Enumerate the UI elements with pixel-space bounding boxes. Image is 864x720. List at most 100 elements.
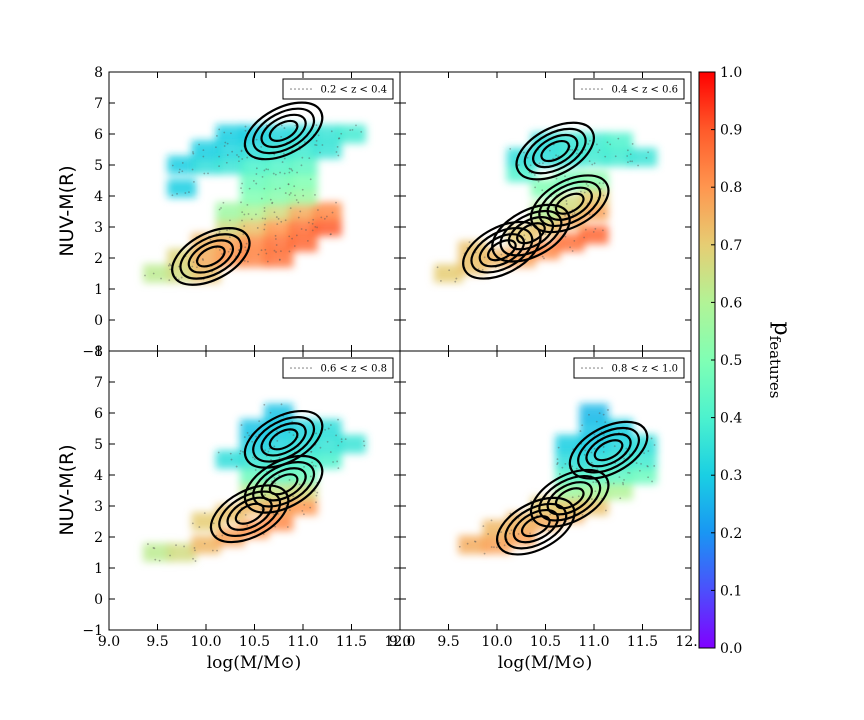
data-point — [531, 520, 534, 523]
data-point — [317, 134, 320, 137]
data-point — [336, 145, 339, 148]
colorbar-tick-label: 0.0 — [720, 641, 742, 657]
data-point — [263, 223, 266, 226]
data-point — [335, 201, 337, 204]
contour-line — [187, 239, 235, 274]
data-point — [483, 552, 486, 555]
data-point — [482, 525, 485, 528]
contour-line — [252, 416, 316, 463]
heatmap-cell — [215, 202, 245, 221]
y-tick-label: 7 — [94, 96, 103, 112]
data-point — [229, 219, 231, 222]
data-point — [571, 213, 574, 216]
data-point — [269, 411, 272, 414]
legend-box — [282, 357, 394, 379]
data-point — [517, 164, 520, 166]
data-point — [338, 137, 341, 140]
data-point — [588, 139, 591, 142]
data-point — [303, 141, 306, 143]
heatmap-cell — [627, 450, 658, 469]
contour-line — [268, 119, 299, 142]
data-point — [271, 201, 274, 204]
y-tick-label: 3 — [94, 499, 103, 515]
data-point — [330, 233, 332, 235]
data-point — [255, 213, 257, 216]
data-point — [279, 171, 281, 174]
contour-line — [520, 515, 551, 538]
heatmap-cell — [603, 465, 633, 485]
data-point — [583, 453, 586, 456]
heatmap-cell — [555, 434, 585, 454]
heatmap-cell — [239, 233, 270, 252]
panel-4: 9.0 9.5 10.0 10.5 11.0 11.5 12.00.8 < z < 1.0 — [389, 350, 707, 650]
heatmap-cell — [603, 434, 633, 454]
data-point — [260, 197, 263, 200]
legend-marker — [581, 367, 583, 369]
data-point — [295, 199, 298, 201]
legend-label: 0.8 < z < 1.0 — [611, 364, 678, 375]
data-point — [604, 155, 607, 158]
data-point — [593, 433, 596, 436]
data-point — [571, 148, 574, 151]
data-point — [590, 451, 593, 454]
contour-line — [491, 203, 571, 263]
data-point — [301, 188, 304, 191]
data-point — [207, 172, 209, 175]
heatmap-cell — [579, 225, 609, 245]
data-point — [575, 152, 578, 155]
panel-4-contours — [496, 420, 649, 556]
data-point — [295, 234, 298, 237]
contour-line — [243, 101, 324, 161]
data-point — [583, 191, 586, 194]
data-point — [269, 198, 272, 201]
data-point — [154, 558, 157, 561]
data-point — [299, 210, 302, 213]
data-point — [629, 153, 632, 156]
data-point — [645, 157, 648, 159]
data-point — [289, 207, 292, 210]
data-point — [287, 183, 290, 186]
data-point — [571, 250, 574, 252]
data-point — [602, 194, 605, 197]
data-point — [528, 171, 531, 174]
y-tick-label: 0 — [94, 313, 103, 329]
data-point — [598, 182, 601, 185]
data-point — [487, 533, 490, 535]
heatmap-cell — [239, 202, 270, 221]
data-point — [623, 457, 626, 460]
data-point — [276, 430, 278, 433]
data-point — [628, 472, 631, 474]
heatmap-cell — [288, 202, 318, 221]
contour-line — [512, 508, 559, 544]
data-point — [576, 148, 579, 151]
data-point — [260, 508, 263, 511]
legend-marker — [593, 367, 595, 369]
y-tick-label: 1 — [94, 561, 103, 577]
data-point — [147, 543, 149, 545]
data-point — [203, 172, 206, 175]
data-point — [617, 137, 620, 140]
data-point — [274, 188, 277, 191]
data-point — [184, 192, 187, 194]
data-point — [627, 471, 630, 474]
data-point — [188, 191, 190, 194]
data-point — [230, 458, 233, 461]
data-point — [267, 450, 270, 453]
data-point — [564, 175, 566, 178]
data-point — [243, 225, 246, 227]
data-point — [282, 152, 285, 155]
data-point — [240, 187, 242, 189]
y-tick-label: 5 — [94, 437, 103, 453]
data-point — [277, 217, 280, 220]
data-point — [509, 147, 512, 150]
data-point — [274, 238, 277, 240]
contour-line — [504, 502, 568, 550]
heatmap-cell — [312, 124, 342, 144]
data-point — [251, 440, 254, 443]
contour-line — [226, 496, 273, 531]
data-point — [168, 263, 171, 265]
data-point — [246, 203, 249, 206]
data-point — [218, 165, 220, 168]
heatmap-cell — [288, 450, 318, 469]
data-point — [561, 466, 564, 469]
